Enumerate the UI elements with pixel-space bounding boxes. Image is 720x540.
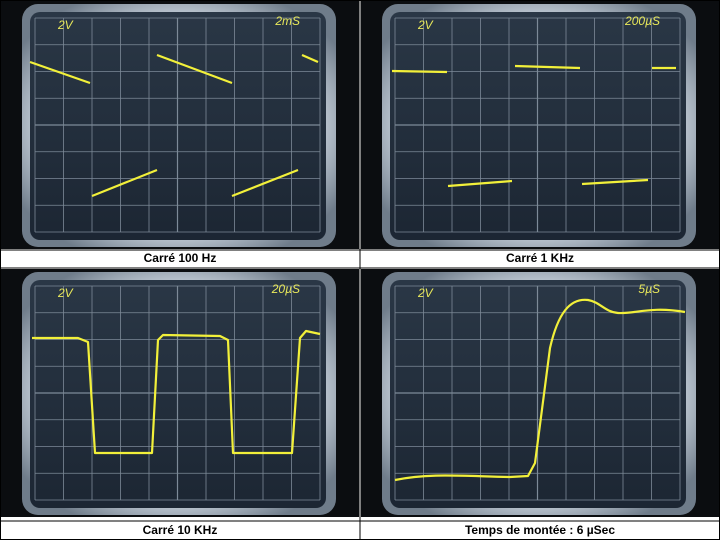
trace [391, 64, 676, 188]
scope-photo: 2V 5µS [361, 269, 719, 517]
caption: Carré 100 Hz [144, 251, 217, 265]
scope-photo: 2V 20µS [1, 269, 359, 517]
caption: Carré 10 KHz [143, 523, 218, 537]
scope-photo: 2V 2mS [1, 1, 359, 249]
trace [32, 329, 321, 455]
caption: Temps de montée : 6 µSec [465, 523, 615, 537]
trace [29, 53, 319, 198]
volts-label: 2V [57, 18, 74, 32]
volts-label: 2V [417, 18, 434, 32]
volts-label: 2V [417, 286, 434, 300]
timebase-label: 2mS [274, 14, 300, 28]
scope-photo: 2V 200µS [361, 1, 719, 249]
caption: Carré 1 KHz [506, 251, 574, 265]
volts-label: 2V [57, 286, 74, 300]
timebase-label: 20µS [271, 282, 300, 296]
timebase-label: 5µS [638, 282, 660, 296]
trace [394, 298, 686, 482]
timebase-label: 200µS [624, 14, 660, 28]
